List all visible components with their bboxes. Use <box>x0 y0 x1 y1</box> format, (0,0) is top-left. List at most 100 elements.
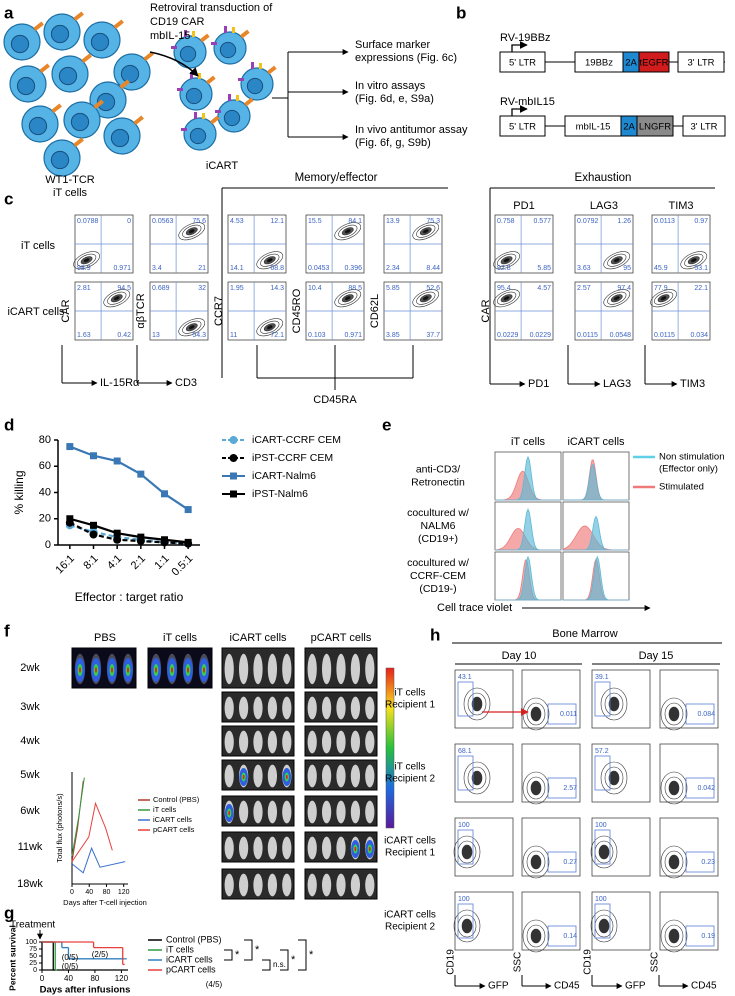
histogram <box>495 555 561 601</box>
population <box>496 253 517 267</box>
population <box>422 296 429 301</box>
part-label: 3' LTR <box>688 58 715 69</box>
il15 <box>238 78 244 81</box>
axis-label: CD45RA <box>313 394 357 406</box>
population <box>660 845 688 879</box>
histogram <box>563 555 629 601</box>
mouse <box>365 730 375 754</box>
axis-label: SSC <box>650 952 661 973</box>
mouse <box>350 696 361 720</box>
population <box>664 702 684 726</box>
population <box>113 296 120 301</box>
point <box>113 529 121 537</box>
point <box>161 536 168 544</box>
panel-letter: a <box>4 3 14 22</box>
population <box>533 784 539 792</box>
signal <box>79 667 81 673</box>
population <box>650 289 677 308</box>
cell-label: WT1-TCR <box>45 174 95 186</box>
count-label: (0/5) <box>62 962 79 971</box>
significance-label: * <box>309 949 314 961</box>
population <box>182 320 202 334</box>
mouse <box>307 836 317 860</box>
series-line <box>69 517 189 544</box>
significance-label: * <box>235 949 240 961</box>
quadrant-value: 88.5 <box>348 285 362 292</box>
inset-bg <box>55 762 217 910</box>
point <box>184 506 192 514</box>
gate <box>685 925 715 947</box>
population <box>464 922 470 930</box>
mouse <box>282 653 292 685</box>
quadrant-value: 0.758 <box>497 218 515 225</box>
quadrant-value: 95 <box>623 265 631 272</box>
mouse <box>224 696 234 720</box>
population <box>671 784 677 792</box>
cell-label: iT cells <box>53 187 88 199</box>
quadrant-value: 77.9 <box>654 285 668 292</box>
histogram <box>495 455 561 501</box>
nucleus <box>246 77 264 95</box>
nucleus <box>96 92 116 112</box>
row-label: Recipient 1 <box>385 700 435 711</box>
y-axis-label: % killing <box>12 470 26 514</box>
quadrant-value: 0.0115 <box>654 332 675 339</box>
quadrant-value: 0.0548 <box>610 332 632 339</box>
car <box>236 95 239 101</box>
population <box>680 251 708 270</box>
nucleus <box>219 41 237 59</box>
mouse <box>253 873 263 897</box>
inset-trace <box>71 777 85 857</box>
mouse <box>253 800 263 824</box>
tcr <box>143 51 154 61</box>
gate <box>547 703 577 725</box>
mouse <box>224 653 234 685</box>
point <box>113 457 121 465</box>
nucleus <box>50 150 70 170</box>
nucleus <box>50 24 70 44</box>
population <box>526 776 546 800</box>
part-label: mbIL-15 <box>576 122 611 133</box>
row-label: iCART cells <box>7 306 65 318</box>
population <box>463 687 491 721</box>
population <box>256 318 284 337</box>
row-label: 11wk <box>18 841 43 853</box>
population <box>604 692 624 716</box>
car <box>224 26 227 33</box>
legend-label: iPST-CCRF CEM <box>252 452 333 464</box>
significance-bracket <box>224 949 233 961</box>
population <box>467 692 487 716</box>
quadrant-value: 1.95 <box>230 285 244 292</box>
population <box>526 924 546 948</box>
population <box>344 296 351 301</box>
quadrant-value: 0.396 <box>344 265 362 272</box>
population <box>463 761 491 795</box>
column-header: pCART cells <box>311 632 372 644</box>
inset-trace <box>71 801 113 862</box>
population <box>664 776 684 800</box>
construct-part <box>499 115 546 137</box>
mouse <box>282 873 292 897</box>
population <box>256 251 284 270</box>
quadrant-value: 97.4 <box>617 285 631 292</box>
quadrant-value: 1.26 <box>617 218 631 225</box>
population <box>522 771 550 805</box>
il15 <box>211 42 217 45</box>
axis-label: GFP <box>488 981 509 992</box>
gate <box>594 681 611 717</box>
population <box>188 229 195 234</box>
car <box>192 31 195 37</box>
series-line <box>69 445 189 511</box>
legend-label: iT cells <box>166 944 194 954</box>
quadrant-value: 2.34 <box>386 265 400 272</box>
row-label: Recipient 2 <box>385 922 435 933</box>
quadrant-value: 0.0115 <box>577 332 598 339</box>
quadrant-value: 0.0788 <box>77 218 99 225</box>
population <box>503 296 510 301</box>
x-tick-label: 0 <box>70 889 74 896</box>
row-label: anti-CD3/ <box>416 463 460 475</box>
column-header: Day 15 <box>639 650 674 662</box>
quadrant-value: 3.63 <box>577 265 591 272</box>
nucleus <box>28 116 48 136</box>
